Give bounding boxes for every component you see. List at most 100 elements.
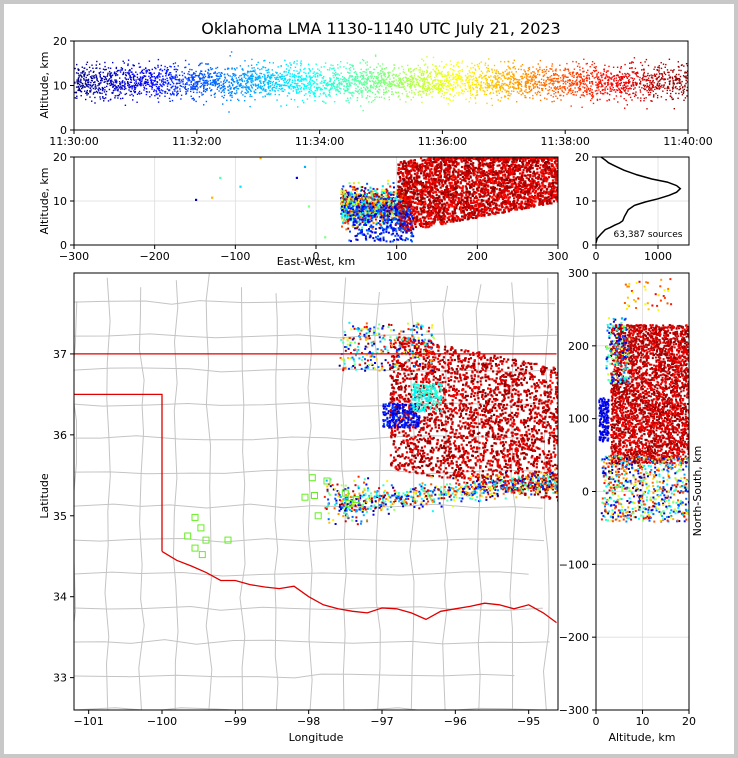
source-point	[524, 90, 526, 92]
source-point	[361, 96, 363, 98]
source-point	[426, 81, 428, 83]
source-point	[649, 91, 652, 94]
source-point	[620, 87, 622, 89]
source-point	[495, 75, 497, 78]
source-point	[346, 88, 349, 90]
source-point	[239, 85, 241, 87]
source-point	[82, 85, 85, 87]
source-point	[629, 67, 631, 69]
source-point	[476, 79, 479, 81]
source-point	[468, 87, 470, 89]
source-point	[575, 94, 577, 96]
source-point	[596, 92, 599, 95]
source-point	[563, 69, 565, 71]
source-point	[643, 71, 645, 74]
source-point	[659, 83, 661, 85]
source-point	[291, 85, 293, 87]
source-point	[243, 73, 245, 75]
source-point	[452, 87, 455, 89]
source-point	[624, 89, 627, 91]
source-point	[235, 86, 237, 89]
source-point	[290, 83, 292, 86]
source-point	[383, 97, 385, 99]
source-point	[355, 77, 357, 79]
source-point	[601, 74, 603, 77]
source-point	[222, 88, 225, 91]
source-point	[532, 94, 534, 97]
source-point	[623, 76, 625, 78]
source-point	[370, 90, 372, 93]
source-point	[439, 88, 441, 90]
source-point	[260, 91, 262, 94]
source-point	[644, 75, 646, 78]
source-point	[443, 75, 445, 78]
source-point	[393, 68, 395, 70]
source-point	[335, 88, 337, 91]
source-point	[551, 68, 553, 70]
source-point	[378, 85, 380, 88]
source-point	[100, 80, 102, 82]
source-point	[78, 88, 80, 90]
source-point	[94, 86, 96, 88]
source-point	[109, 81, 112, 83]
source-point	[105, 90, 108, 93]
source-point	[233, 92, 236, 94]
source-point	[294, 66, 297, 68]
source-point	[208, 76, 211, 79]
source-point	[532, 71, 534, 73]
source-point	[428, 93, 430, 95]
source-point	[135, 84, 137, 86]
source-point	[672, 78, 674, 80]
source-point	[238, 99, 240, 102]
source-point	[300, 86, 303, 89]
source-point	[214, 83, 216, 85]
source-point	[80, 74, 82, 76]
source-point	[275, 71, 277, 73]
source-point	[623, 84, 626, 87]
source-point	[252, 75, 255, 77]
source-point	[493, 85, 495, 88]
source-point	[331, 87, 333, 89]
source-point	[601, 79, 604, 81]
source-point	[386, 78, 388, 80]
source-point	[96, 60, 98, 63]
source-point	[255, 84, 257, 87]
source-point	[551, 79, 553, 81]
source-point	[399, 217, 402, 220]
source-point	[287, 92, 290, 94]
source-point	[305, 77, 307, 80]
source-point	[262, 82, 265, 84]
source-point	[677, 61, 679, 63]
source-point	[630, 85, 633, 87]
source-point	[501, 84, 503, 86]
source-point	[312, 80, 314, 82]
source-point	[295, 88, 297, 91]
source-point	[452, 84, 455, 86]
source-point	[103, 100, 105, 102]
source-point	[360, 74, 362, 76]
source-point	[632, 82, 635, 84]
source-point	[251, 95, 253, 98]
source-point	[232, 73, 235, 75]
source-point	[420, 78, 422, 80]
source-point	[537, 70, 539, 72]
source-point	[658, 67, 661, 69]
source-point	[359, 202, 362, 204]
source-point	[442, 82, 444, 84]
source-point	[166, 85, 169, 87]
source-point	[74, 82, 76, 84]
source-point	[172, 77, 174, 79]
source-point	[356, 99, 358, 102]
source-point	[141, 83, 143, 85]
source-point	[467, 82, 469, 84]
source-point	[479, 84, 481, 86]
source-point	[414, 93, 416, 96]
source-point	[686, 86, 688, 89]
source-point	[285, 63, 288, 66]
source-point	[191, 86, 194, 88]
source-point	[352, 95, 354, 97]
source-point	[347, 88, 350, 90]
source-point	[646, 79, 648, 82]
source-point	[654, 74, 656, 76]
source-point	[123, 85, 125, 87]
